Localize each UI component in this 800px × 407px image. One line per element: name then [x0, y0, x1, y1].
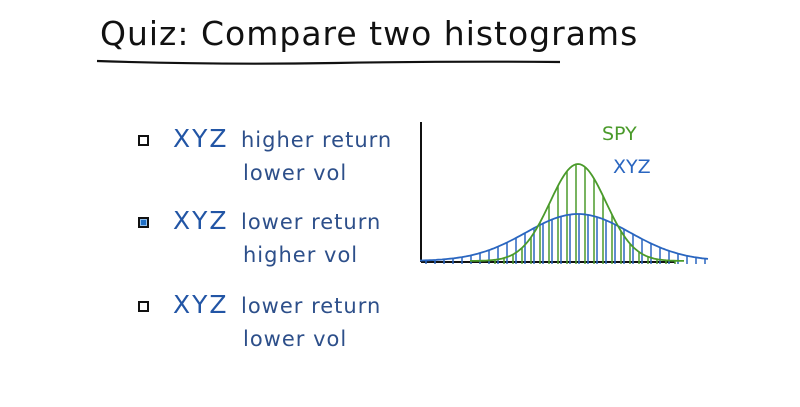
option-3-checkbox[interactable]	[138, 301, 149, 312]
xyz-distribution-curve	[420, 213, 709, 262]
option-3-ticker: XYZ	[173, 290, 229, 319]
quiz-title: Quiz: Compare two histograms	[100, 14, 639, 53]
option-2-description: lower return higher vol	[241, 206, 381, 272]
option-1-vol: lower vol	[243, 161, 348, 185]
spy-distribution-curve	[470, 163, 684, 262]
option-3-description: lower return lower vol	[241, 290, 381, 356]
quiz-option-2[interactable]: XYZ lower return higher vol	[138, 206, 381, 272]
xyz-histogram-bars	[425, 214, 706, 264]
histogram-sketch: SPY XYZ	[420, 122, 709, 264]
option-2-vol: higher vol	[243, 243, 359, 267]
spy-histogram-bars	[494, 164, 676, 264]
quiz-option-3[interactable]: XYZ lower return lower vol	[138, 290, 381, 356]
option-3-vol: lower vol	[243, 327, 348, 351]
option-2-return: lower return	[241, 210, 382, 234]
option-2-checkbox[interactable]	[138, 217, 149, 228]
option-2-ticker: XYZ	[173, 206, 229, 235]
option-1-description: higher return lower vol	[241, 124, 392, 190]
title-underline	[96, 59, 561, 65]
option-3-return: lower return	[241, 294, 382, 318]
option-1-return: higher return	[241, 128, 393, 152]
quiz-option-1[interactable]: XYZ higher return lower vol	[138, 124, 392, 190]
option-1-ticker: XYZ	[173, 124, 229, 153]
option-1-checkbox[interactable]	[138, 135, 149, 146]
legend-spy: SPY	[602, 123, 637, 145]
legend-xyz: XYZ	[613, 156, 651, 178]
